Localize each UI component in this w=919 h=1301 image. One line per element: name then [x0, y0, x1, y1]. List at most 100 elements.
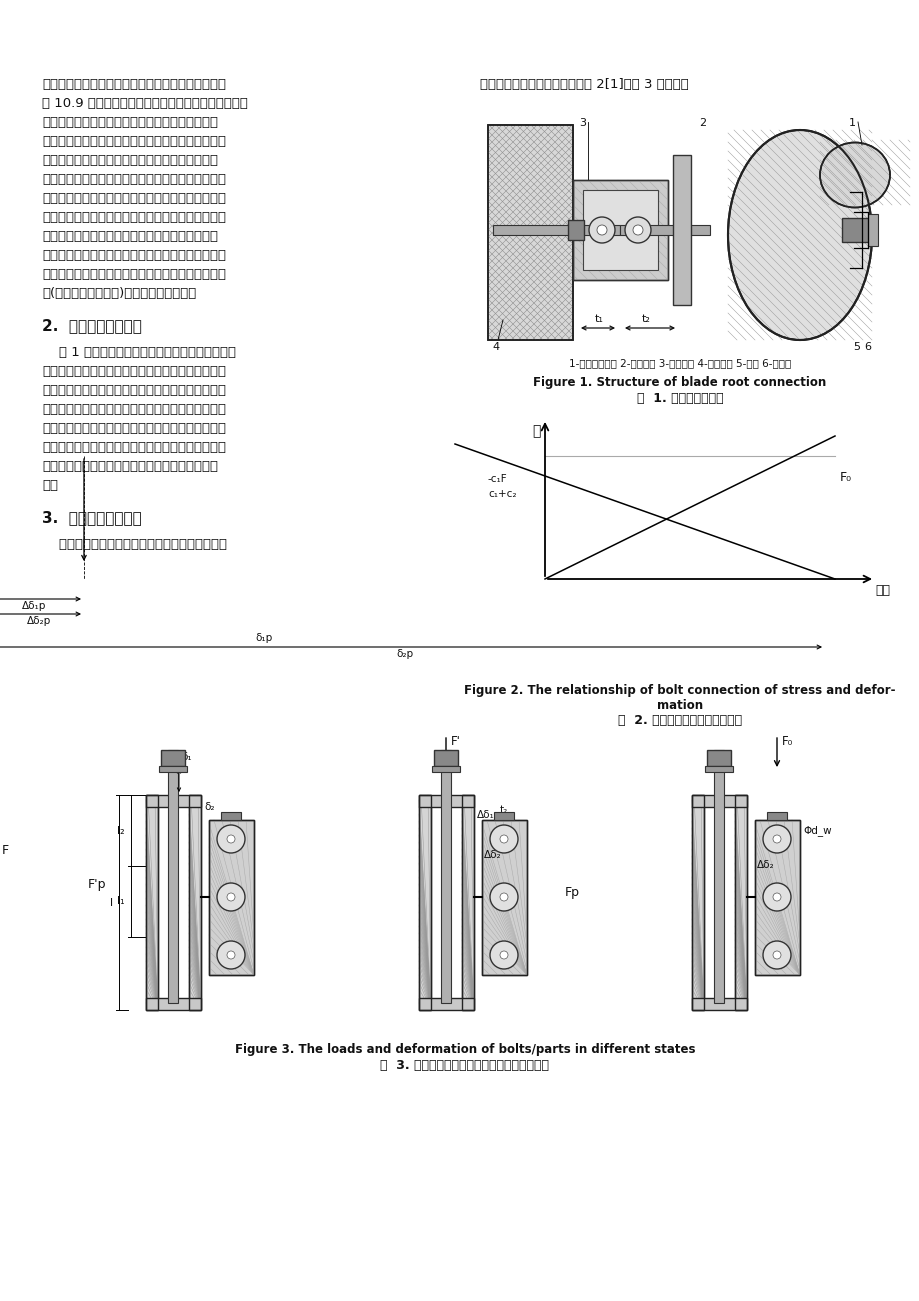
Text: δ₂: δ₂ — [204, 801, 214, 812]
Bar — [573, 180, 667, 280]
Bar — [841, 219, 869, 242]
Bar — [706, 749, 731, 766]
Circle shape — [762, 883, 790, 911]
Circle shape — [772, 892, 780, 902]
Text: 生断裂失效和获得可靠连接的保证，并为合理设计螺: 生断裂失效和获得可靠连接的保证，并为合理设计螺 — [42, 173, 226, 186]
Bar — [673, 155, 690, 304]
Text: F'p: F'p — [88, 878, 107, 891]
Ellipse shape — [819, 143, 889, 207]
Bar — [734, 795, 746, 1010]
Text: δ₁p: δ₁p — [255, 634, 273, 643]
Bar — [168, 749, 177, 1003]
Text: Φd_w: Φd_w — [802, 825, 831, 837]
Bar — [221, 812, 241, 820]
Bar — [691, 795, 703, 1010]
Bar — [461, 795, 473, 1010]
Text: 5: 5 — [853, 342, 859, 353]
Text: 度、螺母的接触强度等多方面因素进行考察，其中静: 度、螺母的接触强度等多方面因素进行考察，其中静 — [42, 135, 226, 148]
Text: 1: 1 — [847, 118, 855, 127]
Text: 1-主机轮毂法兰 2-叶片根部 3-双头螺杆 4-交叉螺母 5-螺母 6-平垫圈: 1-主机轮毂法兰 2-叶片根部 3-双头螺杆 4-交叉螺母 5-螺母 6-平垫圈 — [568, 358, 790, 368]
Text: Figure 3. The loads and deformation of bolts/parts in different states: Figure 3. The loads and deformation of b… — [234, 1043, 695, 1056]
Text: Δδ₂: Δδ₂ — [483, 850, 501, 860]
Text: F₀: F₀ — [839, 471, 851, 484]
Bar — [754, 820, 800, 974]
Text: Figure 1. Structure of blade root connection: Figure 1. Structure of blade root connec… — [533, 376, 826, 389]
Text: 图  2. 螺栓连接受力与变形的关系: 图 2. 螺栓连接受力与变形的关系 — [618, 714, 742, 727]
Bar — [209, 820, 254, 974]
Text: 性具有至关重要的作用。目前叶片与主机连接一般采: 性具有至关重要的作用。目前叶片与主机连接一般采 — [42, 78, 226, 91]
Circle shape — [227, 835, 234, 843]
Text: 强度设计是连接螺栓在叶片受到最大载荷情况不发: 强度设计是连接螺栓在叶片受到最大载荷情况不发 — [42, 154, 218, 167]
Text: 图  1. 叶根连接结构图: 图 1. 叶根连接结构图 — [636, 392, 722, 405]
Bar — [487, 125, 573, 340]
Bar — [573, 180, 667, 280]
Text: 也是进一步疲劳强度设计、交叉螺母接触强度设计和: 也是进一步疲劳强度设计、交叉螺母接触强度设计和 — [42, 211, 226, 224]
Bar — [713, 749, 723, 1003]
Text: 分析了根部连接的受力情况，阐述了叶片根部连接螺: 分析了根部连接的受力情况，阐述了叶片根部连接螺 — [42, 268, 226, 281]
Text: Da: Da — [863, 222, 876, 232]
Text: Δδ₁: Δδ₁ — [476, 811, 494, 820]
Text: 3.  叶根螺栓受力分析: 3. 叶根螺栓受力分析 — [42, 510, 142, 526]
Bar — [418, 795, 473, 807]
Text: 力: 力 — [532, 424, 540, 438]
Text: 图 1 是目前叶片连接应用最广泛的螺栓连接结构: 图 1 是目前叶片连接应用最广泛的螺栓连接结构 — [42, 346, 236, 359]
Circle shape — [632, 225, 642, 235]
Text: 4: 4 — [492, 342, 499, 353]
Text: c₁+c₂: c₁+c₂ — [487, 489, 516, 500]
Bar — [188, 795, 200, 1010]
Circle shape — [217, 883, 244, 911]
Circle shape — [499, 835, 507, 843]
Circle shape — [217, 825, 244, 853]
Text: 根螺栓连接受力及变形关系如图 2[1]和图 3 所示。被: 根螺栓连接受力及变形关系如图 2[1]和图 3 所示。被 — [480, 78, 688, 91]
Bar — [619, 225, 709, 235]
Text: Di: Di — [869, 235, 879, 245]
Circle shape — [624, 217, 651, 243]
Bar — [691, 795, 746, 807]
Text: F₀: F₀ — [781, 735, 792, 748]
Text: Δδ₁p: Δδ₁p — [22, 601, 46, 611]
Text: δ₂p: δ₂p — [395, 649, 413, 660]
Circle shape — [596, 225, 607, 235]
Bar — [867, 213, 877, 246]
Text: 螺栓孔中，双头螺杆一端与交叉螺母连接，另一端伸: 螺栓孔中，双头螺杆一端与交叉螺母连接，另一端伸 — [42, 441, 226, 454]
Text: 变形: 变形 — [874, 584, 889, 597]
Bar — [209, 820, 254, 974]
Ellipse shape — [727, 130, 871, 340]
Bar — [583, 190, 657, 271]
Bar — [161, 749, 185, 766]
Circle shape — [490, 883, 517, 911]
Bar — [146, 998, 200, 1010]
Text: 叶根螺栓孔对叶片玻璃钢本体强度的影响分析等设: 叶根螺栓孔对叶片玻璃钢本体强度的影响分析等设 — [42, 230, 218, 243]
Text: l₁: l₁ — [118, 896, 125, 907]
Text: 度螺栓组，每组螺栓由双头螺杆和交叉螺母组成，叶: 度螺栓组，每组螺栓由双头螺杆和交叉螺母组成，叶 — [42, 384, 226, 397]
Bar — [146, 795, 158, 1010]
Bar — [487, 125, 573, 340]
Text: l: l — [109, 898, 113, 908]
Bar — [567, 220, 584, 239]
Text: t₂: t₂ — [499, 805, 507, 814]
Text: 栓安装预紧力保证叶根螺栓正确安装提供依据，同时: 栓安装预紧力保证叶根螺栓正确安装提供依据，同时 — [42, 193, 226, 206]
Text: l₂: l₂ — [118, 826, 125, 835]
Circle shape — [227, 951, 234, 959]
Bar — [146, 795, 200, 807]
Text: t₁: t₁ — [594, 314, 603, 324]
Bar — [432, 766, 460, 771]
Text: 6: 6 — [864, 342, 870, 353]
Circle shape — [772, 835, 780, 843]
Text: Fp: Fp — [564, 886, 579, 899]
Text: 体。: 体。 — [42, 479, 58, 492]
Text: 叶片叶根螺栓连接承受交变载荷，是紧连接，叶: 叶片叶根螺栓连接承受交变载荷，是紧连接，叶 — [42, 539, 227, 552]
Text: t₂: t₂ — [641, 314, 651, 324]
Bar — [493, 225, 619, 235]
Bar — [754, 820, 800, 974]
Bar — [766, 812, 786, 820]
Circle shape — [499, 892, 507, 902]
Bar — [461, 795, 473, 1010]
Text: F: F — [2, 843, 9, 856]
Circle shape — [490, 941, 517, 969]
Text: 出端面与主机轮毂连接，从而将叶片与主机联为一: 出端面与主机轮毂连接，从而将叶片与主机联为一 — [42, 461, 218, 474]
Bar — [440, 749, 450, 1003]
Bar — [418, 795, 430, 1010]
Text: δ₁: δ₁ — [181, 752, 191, 762]
Text: 3: 3 — [579, 118, 586, 127]
